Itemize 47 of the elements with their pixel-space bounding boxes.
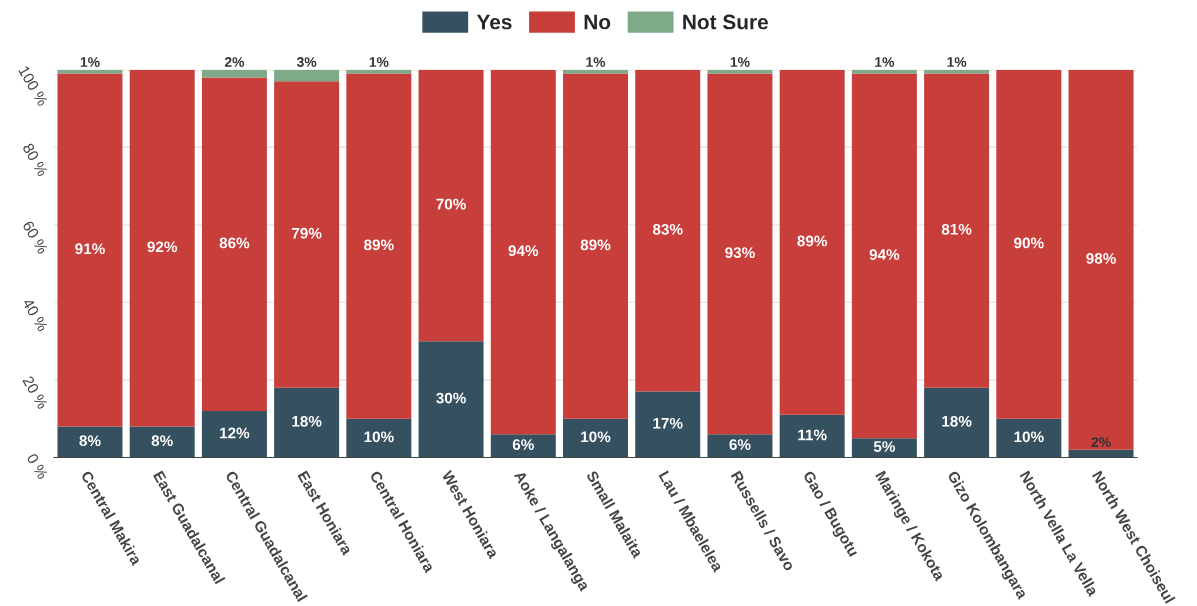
data-label: 17% [653, 417, 683, 429]
data-label: 5% [873, 441, 896, 452]
data-label: 1% [947, 57, 967, 67]
data-label: 18% [942, 415, 972, 427]
data-label: 92% [147, 241, 178, 253]
data-label: 98% [1086, 253, 1116, 264]
data-label: 70% [436, 198, 466, 210]
y-tick-label: 40 % [22, 297, 49, 333]
y-tick-label: 0 % [26, 452, 49, 480]
data-label: 1% [730, 57, 750, 67]
legend-label: No [584, 14, 611, 30]
data-label: 89% [580, 239, 611, 251]
data-label: 89% [364, 239, 394, 251]
y-tick-label: 100 % [18, 65, 49, 107]
data-label: 91% [75, 243, 105, 255]
data-label: 30% [436, 392, 466, 404]
data-label: 1% [875, 57, 895, 67]
data-label: 6% [512, 439, 534, 450]
data-label: 2% [1091, 437, 1111, 447]
data-label: 11% [798, 429, 827, 441]
data-label: 6% [729, 439, 751, 450]
data-label: 90% [1014, 237, 1044, 249]
data-label: 8% [79, 435, 101, 447]
data-label: 81% [941, 223, 972, 235]
data-label: 94% [508, 245, 539, 257]
data-label: 79% [292, 227, 322, 239]
data-label: 1% [586, 57, 606, 67]
data-label: 2% [224, 57, 245, 67]
data-label: 10% [364, 431, 394, 443]
data-label: 93% [725, 247, 755, 259]
data-label: 1% [80, 57, 100, 67]
legend-label: Yes [476, 14, 512, 30]
data-label: 94% [869, 249, 900, 260]
data-label: 10% [1014, 431, 1044, 443]
data-label: 1% [369, 57, 389, 67]
legend-label: Not Sure [683, 14, 768, 30]
data-label: 12% [220, 427, 250, 439]
data-label: 86% [219, 237, 250, 249]
y-tick-label: 20 % [22, 375, 49, 410]
data-label: 10% [581, 431, 611, 443]
data-label: 89% [797, 235, 828, 247]
y-tick-label: 60 % [22, 220, 49, 255]
data-label: 18% [292, 415, 322, 427]
data-label: 3% [296, 57, 317, 67]
y-tick-label: 80 % [22, 142, 49, 178]
data-label: 8% [151, 435, 173, 447]
data-label: 83% [652, 223, 683, 235]
